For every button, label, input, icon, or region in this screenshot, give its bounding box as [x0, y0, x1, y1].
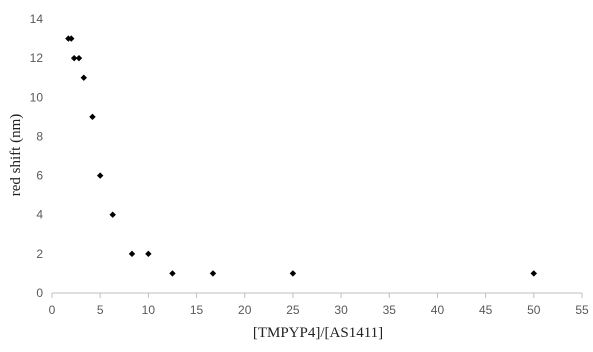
x-tick-label: 15 — [190, 303, 204, 317]
x-tick-label: 5 — [97, 303, 104, 317]
data-point — [145, 250, 152, 258]
y-tick-label: 4 — [36, 208, 43, 222]
x-axis-title: [TMPYP4]/[AS1411] — [253, 325, 383, 341]
data-point — [89, 113, 96, 121]
x-tick-label: 10 — [142, 303, 156, 317]
data-point — [68, 35, 75, 42]
x-tick-label: 35 — [383, 303, 397, 317]
data-point — [96, 172, 104, 179]
x-tick-label: 0 — [49, 303, 56, 317]
y-tick-label: 8 — [36, 129, 43, 143]
data-point — [209, 270, 217, 277]
data-point — [128, 250, 136, 258]
y-tick-label: 6 — [36, 169, 43, 183]
data-point — [169, 270, 176, 277]
x-tick-label: 40 — [431, 303, 445, 317]
y-tick-label: 0 — [36, 286, 43, 300]
data-point — [70, 54, 78, 62]
x-tick-label: 30 — [334, 303, 348, 317]
x-tick-label: 25 — [286, 303, 300, 317]
x-tick-label: 20 — [238, 303, 252, 317]
data-points — [65, 35, 538, 277]
y-axis-title: red shift (nm) — [8, 114, 24, 196]
data-point — [530, 270, 538, 277]
y-axis-ticks: 0 2 4 6 8 10 12 14 — [30, 12, 44, 300]
y-tick-label: 10 — [30, 90, 44, 104]
y-tick-label: 2 — [36, 247, 43, 261]
data-point — [80, 74, 87, 81]
y-tick-label: 12 — [30, 51, 44, 65]
data-point — [289, 270, 297, 277]
data-point — [75, 54, 83, 62]
x-tick-label: 45 — [479, 303, 493, 317]
x-axis-ticks: 0 5 10 15 20 25 30 35 40 45 50 55 — [49, 293, 589, 317]
data-point — [109, 211, 116, 218]
x-tick-label: 55 — [575, 303, 589, 317]
y-tick-label: 14 — [30, 12, 44, 26]
x-tick-label: 50 — [527, 303, 541, 317]
